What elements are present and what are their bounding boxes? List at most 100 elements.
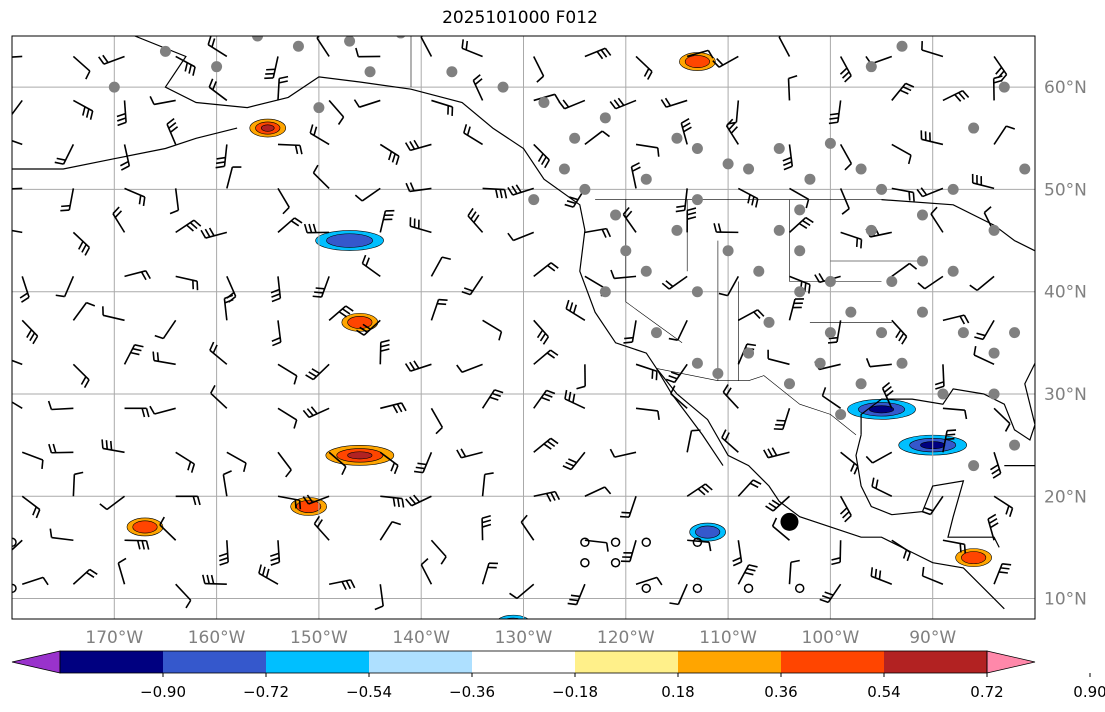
- wind-barb-feather: [620, 515, 630, 518]
- wind-barb-feather: [665, 280, 674, 288]
- wind-barb-feather: [285, 469, 292, 478]
- wind-barb-feather: [562, 99, 570, 108]
- station-dot: [968, 122, 980, 134]
- wind-barb-feather: [567, 602, 577, 606]
- colorbar-segment: [781, 651, 884, 673]
- wind-barb-feather: [374, 605, 384, 611]
- wind-barb-feather: [361, 254, 367, 264]
- wind-barb-feather: [314, 291, 324, 294]
- wind-barb-feather: [354, 194, 363, 202]
- wind-barb-feather: [988, 518, 998, 525]
- wind-barb-staff: [891, 539, 911, 554]
- wind-barb-feather: [855, 237, 859, 248]
- station-dot: [252, 36, 264, 42]
- wind-barb-feather: [192, 496, 197, 506]
- wind-barb-feather: [359, 326, 368, 333]
- wind-barb-feather: [724, 432, 730, 441]
- wind-barb-feather: [456, 449, 462, 459]
- wind-barb-staff: [993, 563, 1003, 585]
- wind-barb-staff: [21, 495, 41, 511]
- wind-barb-feather: [617, 97, 625, 106]
- wind-barb-feather: [190, 463, 196, 473]
- coastline: [12, 127, 238, 170]
- wind-barb-feather: [755, 198, 759, 208]
- wind-barb-feather: [166, 117, 175, 125]
- wind-barb-feather: [215, 165, 225, 169]
- station-dot: [671, 132, 683, 144]
- wind-barb-feather: [78, 241, 84, 250]
- coastline: [1004, 465, 1035, 467]
- station-dot: [783, 378, 795, 390]
- wind-barb-staff: [277, 187, 290, 208]
- wind-barb-staff: [872, 451, 893, 464]
- wind-barb-feather: [159, 516, 165, 526]
- wind-barb-staff: [420, 36, 433, 57]
- wind-barb-feather: [316, 519, 323, 528]
- wind-barb-feather: [503, 189, 508, 199]
- wind-barb-feather: [293, 375, 298, 385]
- wind-barb-feather: [831, 557, 841, 561]
- wind-barb-feather: [494, 188, 499, 199]
- contour-region: [326, 233, 374, 248]
- wind-barb-feather: [697, 488, 706, 496]
- location-marker: [780, 512, 799, 531]
- wind-barb-feather: [660, 99, 667, 108]
- wind-barb-feather: [392, 404, 399, 414]
- station-dot: [814, 357, 826, 369]
- calm-wind-circle: [641, 583, 652, 594]
- station-dot: [650, 327, 662, 339]
- wind-barb-feather: [208, 227, 215, 237]
- wind-barb-feather: [209, 341, 215, 351]
- longitude-tick-label: 170°W: [85, 628, 143, 648]
- station-dot: [855, 378, 867, 390]
- wind-barb-feather: [242, 462, 247, 473]
- wind-barb-feather: [687, 216, 697, 220]
- wind-barb-staff: [102, 314, 125, 322]
- wind-barb-feather: [290, 220, 300, 227]
- wind-barb-feather: [85, 70, 91, 80]
- wind-barb-staff: [72, 302, 88, 321]
- wind-barb-feather: [844, 75, 852, 83]
- wind-barb-feather: [481, 519, 492, 524]
- wind-barb-feather: [116, 112, 126, 118]
- station-dot: [497, 81, 509, 93]
- station-dot: [599, 286, 611, 298]
- wind-barb-feather: [870, 567, 874, 577]
- wind-barb-feather: [168, 122, 177, 129]
- wind-barb-feather: [839, 67, 848, 75]
- coastline: [860, 363, 1035, 441]
- wind-barb-feather: [753, 311, 761, 319]
- wind-barb-staff: [379, 584, 384, 607]
- wind-barb-staff: [379, 143, 400, 157]
- wind-barb-feather: [396, 403, 403, 413]
- wind-barb-staff: [153, 99, 176, 106]
- wind-barb-feather: [306, 408, 314, 417]
- wind-barb-staff: [789, 187, 809, 201]
- wind-barb-feather: [605, 228, 612, 238]
- wind-barb-staff: [117, 562, 126, 585]
- wind-barb-feather: [185, 599, 192, 609]
- wind-barb-feather: [54, 161, 64, 165]
- wind-barb-feather: [716, 57, 724, 66]
- wind-barb-staff: [735, 100, 740, 123]
- contour-region: [695, 525, 721, 539]
- wind-barb-staff: [272, 56, 279, 79]
- wind-barb-feather: [41, 459, 44, 470]
- wind-barb-feather: [990, 522, 999, 529]
- wind-barb-feather: [302, 409, 310, 418]
- wind-barb-feather: [83, 379, 90, 388]
- contour-region: [869, 405, 895, 414]
- wind-barb-feather: [680, 117, 690, 124]
- wind-barb-feather: [818, 272, 825, 282]
- station-dot: [1009, 327, 1021, 339]
- wind-barb-staff: [614, 451, 637, 458]
- wind-barb-feather: [908, 191, 911, 201]
- wind-barb-feather: [271, 337, 281, 342]
- wind-barb-feather: [145, 270, 151, 280]
- wind-barb-staff: [737, 187, 759, 200]
- wind-barb-feather: [2, 348, 3, 357]
- wind-barb-feather: [186, 224, 194, 232]
- calm-wind-circle: [794, 583, 805, 594]
- wind-barb-feather: [921, 510, 931, 516]
- wind-barb-feather: [875, 479, 879, 489]
